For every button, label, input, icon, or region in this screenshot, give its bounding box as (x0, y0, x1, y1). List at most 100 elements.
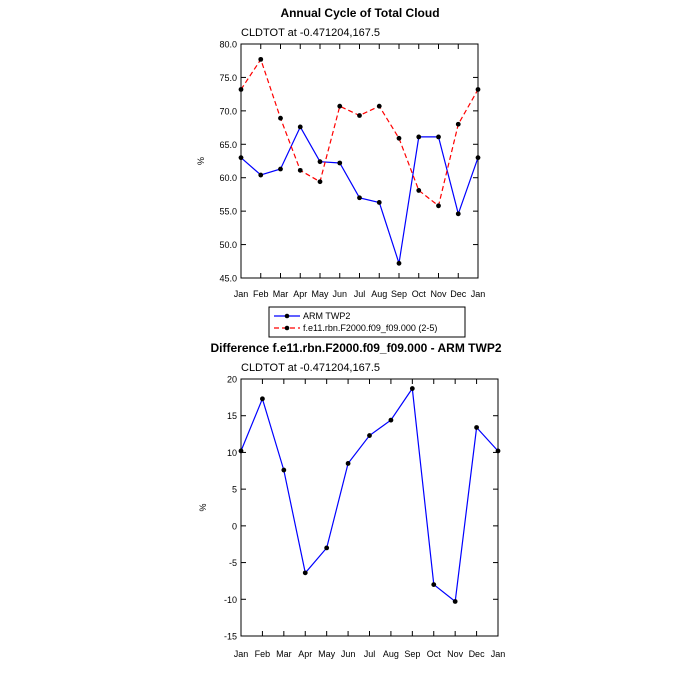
y-tick-label: 20 (227, 375, 237, 385)
legend-marker-arm (284, 313, 290, 319)
series-0-point (238, 155, 244, 161)
series-0-point (409, 386, 415, 391)
series-1-point (278, 115, 283, 121)
legend-label-arm: ARM TWP2 (303, 311, 350, 321)
series-line-0 (240, 125, 479, 264)
x-tick-label: Aug (371, 289, 387, 299)
chart1-title: Annual Cycle of Total Cloud (280, 6, 439, 20)
series-1-point (337, 103, 343, 109)
series-0-point (475, 155, 481, 161)
x-tick-label: Dec (469, 649, 486, 659)
series-1-point (297, 167, 303, 173)
series-line-0 (240, 386, 499, 603)
series-1-point (258, 56, 264, 62)
x-tick-label: Jan (234, 649, 249, 659)
series-0-point (495, 448, 501, 454)
legend-marker-model (284, 325, 290, 331)
y-tick-label: 65.0 (219, 140, 237, 150)
x-tick-label: Aug (383, 649, 399, 659)
series-0-point (455, 211, 461, 217)
chart2-title: Difference f.e11.rbn.F2000.f09_f09.000 -… (211, 341, 502, 355)
y-tick-label: -15 (224, 632, 237, 642)
y-tick-label: 75.0 (219, 73, 237, 83)
x-tick-label: Apr (293, 289, 307, 299)
x-tick-label: Sep (391, 289, 407, 299)
chart2-y-axis-label: % (198, 503, 208, 511)
series-0-point (367, 433, 372, 438)
x-tick-label: Feb (253, 289, 269, 299)
legend-box (268, 306, 466, 338)
x-tick-label: May (311, 289, 329, 299)
series-0-point (431, 582, 437, 587)
series-0-point (302, 570, 308, 576)
series-1-point (455, 121, 461, 127)
series-1-point (317, 179, 323, 185)
series-0-point (345, 461, 351, 466)
x-tick-label: Nov (447, 649, 464, 659)
series-0-point (388, 417, 394, 423)
series-0-point (436, 134, 441, 140)
chart1-legend: ARM TWP2 f.e11.rbn.F2000.f09_f09.000 (2-… (268, 306, 466, 338)
plot-frame (240, 378, 499, 637)
chart1-plot-area: Jan Feb Mar Apr May Jun Jul Aug Sep Oct Nov Dec Jan 4… (219, 40, 485, 300)
x-tick-label: Feb (255, 649, 271, 659)
series-0-point (452, 599, 458, 604)
y-tick-label: 45.0 (219, 274, 237, 284)
series-0-point (238, 448, 244, 454)
series-0-point (376, 200, 382, 205)
y-tick-label: 50.0 (219, 240, 237, 250)
x-tick-label: Jan (491, 649, 506, 659)
series-0-point (357, 195, 362, 201)
series-0-point (324, 545, 330, 551)
x-tick-label: Apr (298, 649, 312, 659)
x-tick-label: Jun (341, 649, 356, 659)
x-tick-label: May (318, 649, 336, 659)
series-1-point (475, 87, 481, 92)
y-tick-label: 10 (227, 448, 237, 458)
series-0-point (258, 172, 264, 178)
x-tick-label: Sep (404, 649, 420, 659)
y-tick-label: 0 (232, 521, 237, 531)
series-1-point (416, 188, 422, 193)
x-tick-label: Oct (412, 289, 427, 299)
series-line-1 (240, 58, 479, 207)
x-tick-label: Nov (430, 289, 447, 299)
x-tick-label: Jun (332, 289, 347, 299)
x-tick-label: Dec (450, 289, 467, 299)
chart1-subtitle: CLDTOT at -0.471204,167.5 (241, 27, 380, 39)
series-1-point (238, 87, 244, 92)
legend-label-model: f.e11.rbn.F2000.f09_f09.000 (2-5) (303, 323, 437, 333)
series-0-point (317, 159, 323, 165)
x-tick-label: Mar (273, 289, 289, 299)
series-0-point (474, 425, 479, 430)
x-tick-label: Jan (471, 289, 486, 299)
series-0-point (281, 467, 287, 473)
series-0-point (278, 166, 283, 172)
y-tick-label: 5 (232, 485, 237, 495)
series-0-point (260, 396, 265, 402)
x-tick-label: Jul (354, 289, 366, 299)
series-1-point (376, 103, 382, 109)
chart2-subtitle: CLDTOT at -0.471204,167.5 (241, 362, 380, 374)
chart1-y-axis-label: % (196, 157, 206, 165)
series-1-point (357, 113, 362, 118)
y-tick-label: 60.0 (219, 173, 237, 183)
x-tick-label: Mar (276, 649, 292, 659)
chart2-plot-area: Jan Feb Mar Apr May Jun Jul Aug Sep Oct Nov Dec Jan -… (224, 375, 505, 660)
series-1-point (436, 203, 441, 209)
x-tick-label: Jan (234, 289, 249, 299)
y-tick-label: -10 (224, 595, 237, 605)
y-tick-label: 70.0 (219, 106, 237, 116)
series-0-point (396, 260, 402, 266)
y-tick-label: 55.0 (219, 207, 237, 217)
series-0-point (297, 124, 303, 130)
series-1-point (396, 135, 402, 141)
y-tick-label: 80.0 (219, 40, 237, 50)
x-tick-label: Jul (364, 649, 376, 659)
series-0-point (337, 160, 343, 166)
series-0-point (416, 134, 422, 140)
plot-frame (240, 43, 479, 279)
x-tick-label: Oct (427, 649, 442, 659)
y-tick-label: -5 (229, 558, 237, 568)
